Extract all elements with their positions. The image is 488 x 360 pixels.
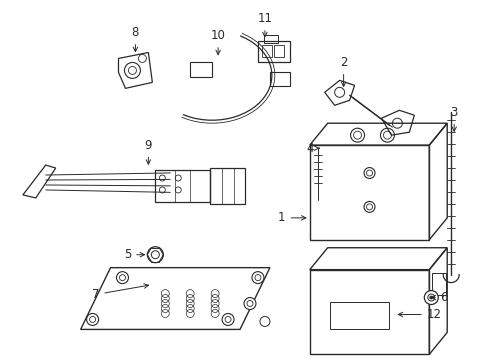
Text: 11: 11 [257, 12, 272, 37]
Bar [155, 170, 210, 202]
Bar [431, 273, 446, 294]
Text: 12: 12 [397, 308, 441, 321]
Text: 8: 8 [131, 26, 139, 51]
Circle shape [147, 247, 163, 263]
Circle shape [429, 296, 432, 299]
Bar [309, 145, 428, 240]
Circle shape [363, 167, 374, 179]
Text: 9: 9 [144, 139, 152, 164]
Bar [309, 270, 428, 354]
Circle shape [86, 314, 99, 325]
Text: 10: 10 [210, 29, 225, 55]
Text: 6: 6 [430, 291, 447, 304]
Text: 7: 7 [92, 284, 148, 301]
Text: 2: 2 [339, 56, 346, 86]
Circle shape [116, 272, 128, 284]
Bar [264, 35, 277, 42]
Circle shape [424, 291, 437, 305]
Circle shape [380, 128, 394, 142]
Circle shape [244, 298, 255, 310]
Bar [273, 45, 283, 58]
Bar [190, 62, 212, 77]
Text: 3: 3 [449, 106, 457, 131]
Circle shape [260, 316, 269, 327]
Bar [269, 72, 289, 86]
Text: 5: 5 [123, 248, 144, 261]
Bar [329, 302, 388, 329]
Text: 1: 1 [278, 211, 305, 224]
Circle shape [350, 128, 364, 142]
Circle shape [222, 314, 234, 325]
Circle shape [363, 201, 374, 212]
Bar [210, 168, 244, 204]
Bar [262, 45, 271, 58]
Bar [258, 41, 289, 62]
Circle shape [124, 62, 140, 78]
Circle shape [251, 272, 264, 284]
Text: 4: 4 [305, 141, 319, 155]
